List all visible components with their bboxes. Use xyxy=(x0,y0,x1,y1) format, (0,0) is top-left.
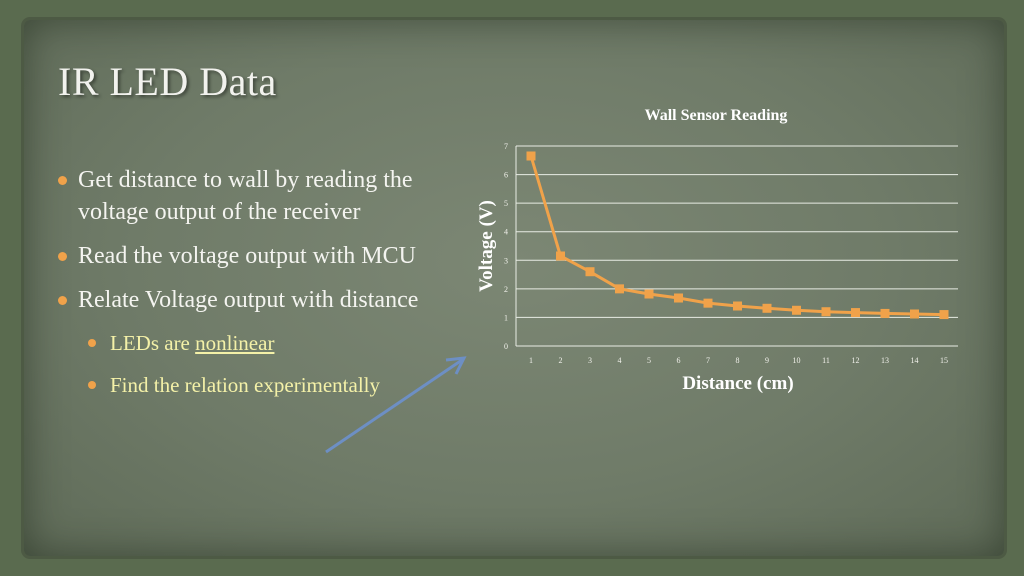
data-point-marker xyxy=(615,284,624,294)
nonlinear-link[interactable]: nonlinear xyxy=(195,331,275,355)
x-tick-label: 3 xyxy=(588,356,592,365)
slide-title: IR LED Data xyxy=(58,59,277,104)
data-point-marker xyxy=(703,298,713,308)
x-tick-label: 2 xyxy=(559,356,563,365)
data-point-marker xyxy=(526,151,536,161)
y-tick-label: 3 xyxy=(504,256,508,265)
sub-bullet-text: Find the relation experimentally xyxy=(110,373,381,397)
sub-bullet-item: LEDs are nonlinear xyxy=(54,328,454,358)
x-tick-label: 6 xyxy=(677,356,681,365)
x-tick-label: 12 xyxy=(852,356,860,365)
y-tick-label: 0 xyxy=(504,342,508,351)
y-tick-label: 7 xyxy=(504,142,508,151)
bullet-text: Read the voltage output with MCU xyxy=(78,243,416,269)
x-tick-label: 4 xyxy=(618,356,622,365)
data-point-marker xyxy=(939,310,949,320)
x-tick-label: 8 xyxy=(736,356,740,365)
data-point-marker xyxy=(910,309,919,319)
bullet-dot-icon xyxy=(58,176,67,185)
x-tick-label: 1 xyxy=(529,356,533,365)
data-point-marker xyxy=(762,303,772,313)
bullet-text: Get distance to wall by reading the volt… xyxy=(78,167,413,225)
bullet-item: Read the voltage output with MCU xyxy=(54,240,454,272)
data-point-marker xyxy=(851,308,860,318)
x-tick-label: 15 xyxy=(940,356,948,365)
bullet-text: Relate Voltage output with distance xyxy=(78,287,419,313)
x-tick-label: 7 xyxy=(706,356,710,365)
bullet-item: Relate Voltage output with distance xyxy=(54,284,454,316)
chart-title: Wall Sensor Reading xyxy=(645,107,788,124)
y-tick-label: 6 xyxy=(504,171,508,180)
bullet-list: Get distance to wall by reading the volt… xyxy=(54,164,454,412)
sub-bullet-dot-icon xyxy=(88,381,96,389)
x-tick-label: 5 xyxy=(647,356,651,365)
y-tick-label: 2 xyxy=(504,285,508,294)
x-tick-label: 13 xyxy=(881,356,889,365)
x-tick-label: 9 xyxy=(765,356,769,365)
x-axis-label: Distance (cm) xyxy=(682,373,793,394)
bullet-dot-icon xyxy=(58,296,67,305)
y-tick-label: 4 xyxy=(504,228,508,237)
slide-background xyxy=(24,20,1004,556)
bullet-dot-icon xyxy=(58,252,67,261)
y-tick-label: 1 xyxy=(504,313,508,322)
x-tick-label: 14 xyxy=(911,356,919,365)
bullet-item: Get distance to wall by reading the volt… xyxy=(54,164,454,228)
data-point-marker xyxy=(733,301,742,311)
data-point-marker xyxy=(880,308,890,318)
sub-bullet-text: LEDs are xyxy=(110,331,196,355)
data-point-marker xyxy=(585,267,595,277)
series-line xyxy=(529,155,945,317)
y-tick-label: 5 xyxy=(504,199,508,208)
y-axis-label: Voltage (V) xyxy=(476,200,497,292)
sub-bullet-item: Find the relation experimentally xyxy=(54,370,454,400)
data-point-marker xyxy=(674,293,683,303)
sub-bullet-dot-icon xyxy=(88,339,96,347)
data-point-marker xyxy=(821,307,831,317)
data-point-marker xyxy=(792,305,801,315)
data-point-marker xyxy=(556,251,565,261)
x-tick-label: 10 xyxy=(793,356,801,365)
x-tick-label: 11 xyxy=(822,356,830,365)
data-point-marker xyxy=(644,289,654,299)
